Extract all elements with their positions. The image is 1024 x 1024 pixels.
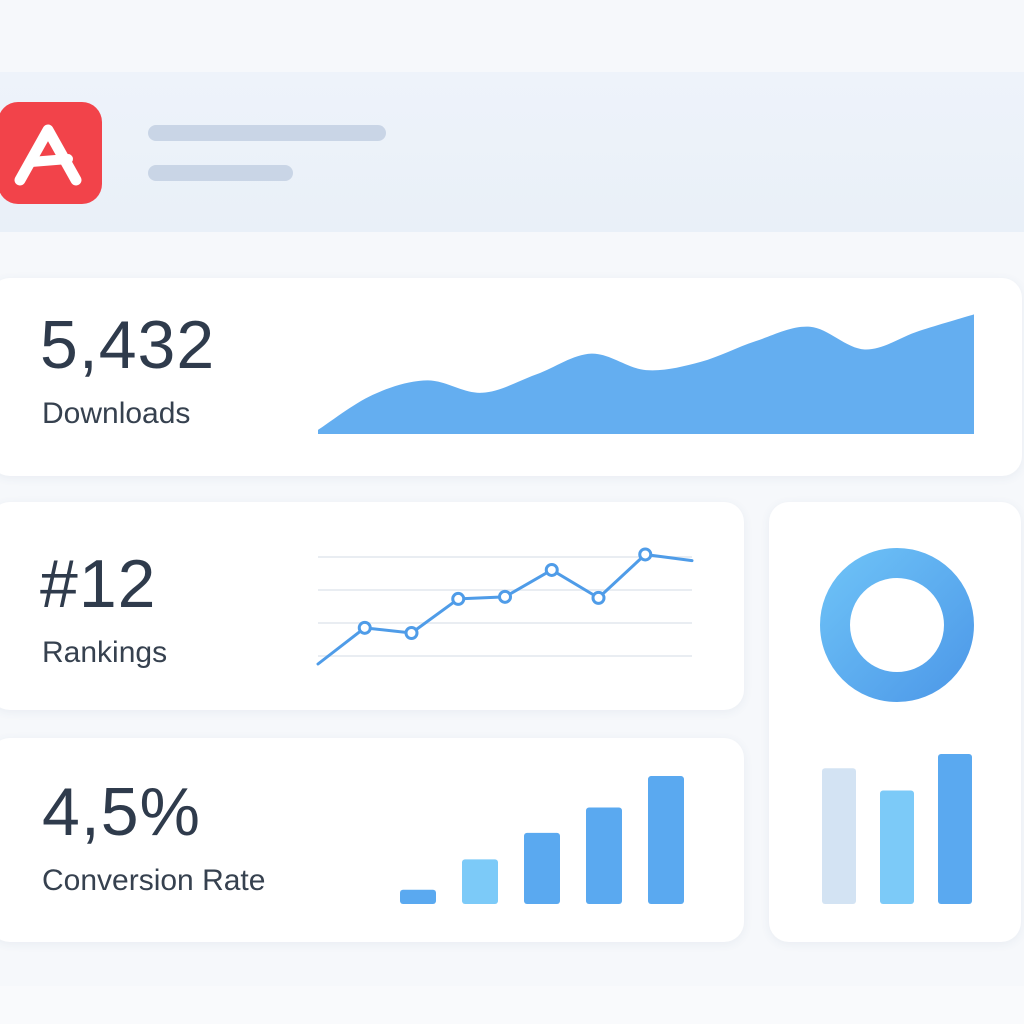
- conversion-bar-4: [648, 776, 684, 904]
- conversion-bar-3: [586, 807, 622, 904]
- app-header: [0, 72, 1024, 232]
- conversion-bar-2: [524, 832, 560, 904]
- side-bar-0: [822, 768, 856, 904]
- app-title-placeholder: [148, 125, 386, 141]
- app-subtitle-placeholder: [148, 165, 293, 181]
- rankings-label: Rankings: [42, 636, 168, 669]
- rankings-line: [316, 552, 694, 666]
- rankings-point-4: [498, 589, 512, 604]
- letter-a-app-icon: [14, 124, 82, 186]
- side-bar-1: [880, 790, 914, 904]
- donut-chart: [820, 548, 974, 702]
- conversion-bar-0: [400, 889, 436, 904]
- conversion-bar-1: [462, 859, 498, 904]
- donut-ring: [820, 548, 974, 702]
- rankings-point-5: [544, 562, 559, 577]
- app-icon[interactable]: [0, 102, 102, 204]
- side-bar-2: [938, 754, 972, 904]
- conversion-label: Conversion Rate: [42, 864, 266, 897]
- rankings-line-chart: [316, 547, 694, 666]
- downloads-area: [318, 314, 974, 434]
- side-bar-chart: [822, 754, 972, 904]
- rankings-point-2: [404, 626, 419, 640]
- rankings-point-1: [357, 620, 372, 635]
- conversion-value: 4,5%: [42, 774, 201, 850]
- rankings-point-7: [638, 547, 653, 562]
- rankings-point-6: [591, 590, 606, 605]
- downloads-label: Downloads: [42, 397, 191, 430]
- downloads-value: 5,432: [40, 307, 216, 383]
- rankings-value: #12: [40, 546, 157, 622]
- rankings-point-3: [451, 591, 466, 606]
- conversion-bar-chart: [400, 776, 684, 904]
- downloads-area-chart: [318, 314, 974, 434]
- rankings-card[interactable]: [0, 502, 744, 710]
- footer-area: [0, 986, 1024, 1024]
